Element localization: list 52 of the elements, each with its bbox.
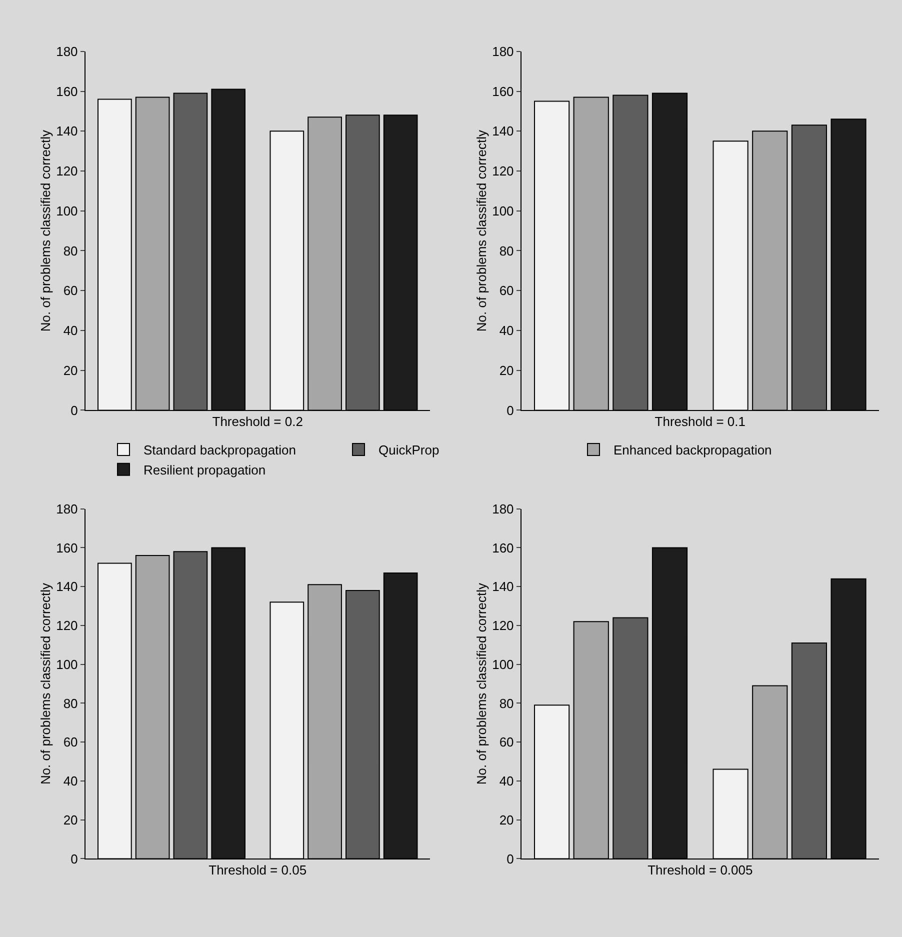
y-tick-label: 100 bbox=[492, 656, 514, 672]
y-tick-label: 40 bbox=[63, 774, 78, 789]
y-tick-label: 180 bbox=[56, 501, 78, 516]
legend-label: QuickProp bbox=[378, 442, 440, 458]
legend-label: Resilient propagation bbox=[144, 462, 266, 478]
y-tick-label: 100 bbox=[492, 203, 514, 218]
y-tick-label: 140 bbox=[56, 579, 78, 594]
y-tick-label: 40 bbox=[63, 323, 78, 338]
y-axis-title: No. of problems classified correctly bbox=[474, 130, 490, 332]
y-tick-label: 80 bbox=[63, 696, 78, 711]
y-tick-label: 0 bbox=[70, 851, 78, 866]
y-tick-label: 140 bbox=[492, 579, 514, 594]
y-tick-label: 120 bbox=[492, 618, 514, 634]
y-tick-label: 60 bbox=[499, 283, 514, 298]
y-tick-label: 180 bbox=[492, 501, 514, 516]
y-tick-label: 20 bbox=[499, 812, 514, 828]
y-tick-label: 20 bbox=[63, 362, 78, 378]
y-tick-label: 20 bbox=[63, 812, 78, 828]
y-tick-label: 40 bbox=[499, 323, 514, 338]
y-tick-label: 60 bbox=[63, 283, 78, 298]
y-tick-label: 40 bbox=[499, 774, 514, 789]
y-tick-label: 160 bbox=[56, 84, 78, 99]
y-tick-label: 100 bbox=[56, 656, 78, 672]
y-tick-label: 100 bbox=[56, 203, 78, 218]
x-axis-title: Threshold = 0.005 bbox=[648, 862, 753, 878]
y-axis-title: No. of problems classified correctly bbox=[38, 582, 54, 785]
x-axis-title: Threshold = 0.2 bbox=[212, 414, 303, 430]
y-tick-label: 120 bbox=[56, 618, 78, 634]
y-tick-label: 0 bbox=[506, 402, 514, 418]
y-tick-label: 140 bbox=[56, 124, 78, 139]
legend-label: Standard backpropagation bbox=[144, 442, 296, 458]
y-tick-label: 80 bbox=[63, 243, 78, 258]
y-tick-label: 160 bbox=[56, 540, 78, 556]
y-tick-label: 0 bbox=[506, 851, 514, 866]
y-axis-title: No. of problems classified correctly bbox=[474, 582, 490, 785]
x-axis-title: Threshold = 0.05 bbox=[208, 862, 307, 878]
y-tick-label: 0 bbox=[70, 402, 78, 418]
y-axis-title: No. of problems classified correctly bbox=[38, 130, 54, 332]
y-tick-label: 60 bbox=[499, 734, 514, 750]
y-tick-label: 160 bbox=[492, 84, 514, 99]
y-tick-label: 160 bbox=[492, 540, 514, 556]
y-tick-label: 180 bbox=[56, 44, 78, 59]
y-tick-label: 140 bbox=[492, 124, 514, 139]
y-tick-label: 60 bbox=[63, 734, 78, 750]
y-tick-label: 80 bbox=[499, 243, 514, 258]
y-tick-label: 20 bbox=[499, 362, 514, 378]
x-axis-title: Threshold = 0.1 bbox=[654, 414, 746, 430]
y-tick-label: 120 bbox=[492, 164, 514, 179]
legend-label: Enhanced backpropagation bbox=[614, 442, 772, 458]
y-tick-label: 180 bbox=[492, 44, 514, 59]
y-tick-label: 80 bbox=[499, 696, 514, 711]
y-tick-label: 120 bbox=[56, 164, 78, 179]
